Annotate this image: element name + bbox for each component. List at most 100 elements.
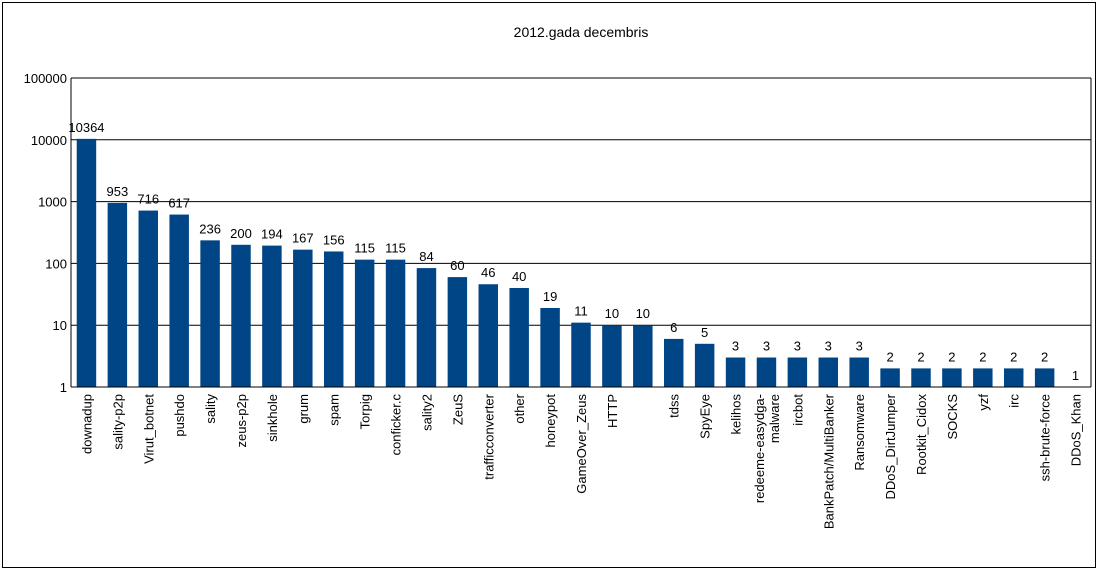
category-label: irc [1007, 394, 1022, 408]
bar [509, 287, 529, 387]
category-label-line: DDoS_DirtJumper [883, 393, 898, 499]
category-label: Rootkit_Cidox [914, 394, 929, 475]
bar [231, 244, 251, 387]
category-label: ZeuS [450, 394, 465, 425]
category-label-line: trafficconverter [481, 393, 496, 479]
category-label-line: sinkhole [265, 394, 280, 442]
bar [262, 245, 282, 387]
data-label: 19 [543, 289, 557, 304]
gridlines [71, 77, 1091, 326]
data-label: 3 [763, 339, 770, 354]
bar-chart: 2012.gada decembris 1 10 100 1000 10000 10000… [24, 24, 1092, 529]
bar [385, 259, 406, 387]
bar [787, 357, 808, 387]
category-label-line: sality-p2p [110, 394, 125, 450]
y-tick-label: 100 [45, 256, 67, 271]
category-label: tdss [667, 394, 682, 418]
category-label: pushdo [172, 394, 187, 437]
category-label-line: conficker.c [389, 394, 404, 456]
category-label-line: SOCKS [945, 394, 960, 440]
bar [293, 249, 313, 387]
category-label: conficker.c [389, 394, 404, 456]
category-label: DDoS_DirtJumper [883, 393, 898, 499]
bar [169, 214, 189, 387]
bar [756, 357, 777, 387]
category-label-line: Rootkit_Cidox [914, 394, 929, 475]
category-label: ssh-brute-force [1038, 394, 1053, 481]
category-label: zeus-p2p [234, 394, 249, 447]
category-label: sinkhole [265, 394, 280, 442]
data-label: 236 [199, 221, 221, 236]
data-label: 953 [107, 184, 129, 199]
bar [200, 240, 220, 387]
category-label-line: malware [767, 394, 782, 443]
data-label: 716 [137, 192, 159, 207]
category-label: kelihos [729, 394, 744, 435]
category-label-line: honeypot [543, 394, 558, 448]
data-label: 2 [979, 349, 986, 364]
category-label: yzf [976, 394, 991, 411]
category-label: BankPatch/MultiBanker [821, 393, 836, 529]
category-label-line: pushdo [172, 394, 187, 437]
bar [973, 368, 993, 387]
category-label-line: grum [296, 394, 311, 424]
category-label-line: sality [203, 394, 218, 424]
bar [663, 338, 684, 387]
y-tick-label: 10 [53, 318, 67, 333]
category-label-line: ircbot [790, 394, 805, 426]
bar [880, 368, 900, 387]
category-label: SpyEye [698, 394, 713, 439]
data-label: 200 [230, 226, 252, 241]
data-label: 2 [917, 349, 924, 364]
category-label-line: irc [1007, 394, 1022, 408]
bar [571, 322, 591, 387]
bar [478, 284, 499, 387]
category-label-line: ssh-brute-force [1038, 394, 1053, 481]
data-label: 84 [419, 249, 433, 264]
category-label: DDoS_Khan [1069, 394, 1084, 466]
bar [694, 343, 715, 387]
data-label: 2 [1010, 349, 1017, 364]
category-label-line: spam [327, 394, 342, 426]
category-label-line: redeeme-easydga- [752, 394, 767, 503]
data-label: 2 [886, 349, 893, 364]
category-label-line: DDoS_Khan [1069, 394, 1084, 466]
data-label: 5 [701, 325, 708, 340]
category-label: sality2 [419, 394, 434, 431]
category-labels: downadup sality-p2p Virut_botnet pushdo sali… [79, 393, 1083, 529]
chart-title: 2012.gada decembris [514, 24, 649, 40]
bar [447, 277, 468, 387]
category-label: other [512, 393, 527, 423]
category-label-line: kelihos [729, 394, 744, 435]
category-label-line: downadup [79, 394, 94, 454]
bar [818, 357, 839, 387]
category-label: GameOver_Zeus [574, 394, 589, 494]
category-label: honeypot [543, 394, 558, 448]
bar [416, 268, 437, 387]
bar [849, 357, 869, 387]
bar [1034, 368, 1055, 387]
bar [354, 259, 375, 387]
data-label: 10 [605, 306, 619, 321]
data-label: 3 [856, 339, 863, 354]
category-label-line: other [512, 393, 527, 423]
category-label: SOCKS [945, 394, 960, 440]
bar [107, 202, 128, 387]
category-label-line: HTTP [605, 394, 620, 428]
category-label-line: SpyEye [698, 394, 713, 439]
category-label: Virut_botnet [141, 394, 156, 464]
bars [76, 138, 1055, 387]
y-tick-label: 100000 [24, 71, 67, 86]
category-label: spam [327, 394, 342, 426]
bar [911, 368, 931, 387]
data-label: 167 [292, 231, 314, 246]
bar [138, 210, 159, 387]
data-label: 60 [450, 258, 464, 273]
category-label-line: yzf [976, 394, 991, 411]
data-label: 194 [261, 227, 283, 242]
bar [942, 368, 962, 387]
category-label: grum [296, 394, 311, 424]
category-label-line: ZeuS [450, 394, 465, 425]
